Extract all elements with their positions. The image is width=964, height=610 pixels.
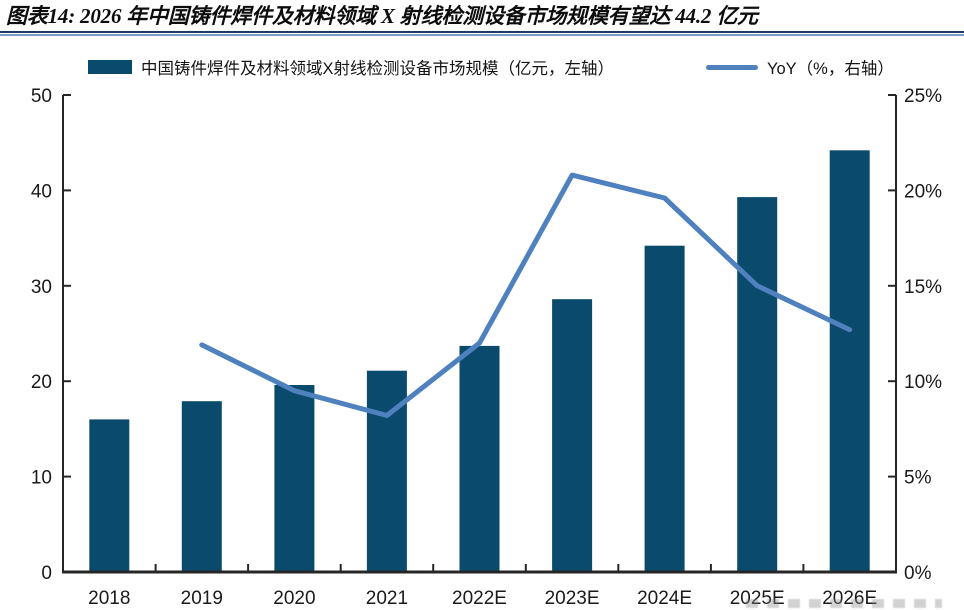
title-divider-dark-line (0, 31, 964, 33)
y-left-tick-label: 0 (41, 563, 52, 584)
x-tick-label: 2026E (822, 588, 877, 609)
x-tick-label: 2018 (88, 588, 130, 609)
y-right-tick-label: 15% (904, 277, 942, 298)
bar-2023E (552, 299, 593, 572)
y-right-tick-label: 5% (904, 468, 932, 489)
line-series-swatch (706, 64, 758, 70)
y-right-tick-label: 0% (904, 563, 932, 584)
bar-2025E (737, 197, 778, 572)
watermark-remnant (746, 599, 942, 608)
x-tick-label: 2025E (730, 588, 785, 609)
bar-2021 (366, 370, 407, 572)
legend-item-market-size: 中国铸件焊件及材料领域X射线检测设备市场规模（亿元，左轴） (88, 57, 615, 78)
y-right-tick-label: 25% (904, 86, 942, 107)
yoy-line (199, 172, 853, 418)
y-right-tick-label: 10% (904, 372, 942, 393)
legend-item-yoy: YoY（%，右轴） (706, 57, 894, 78)
figure-title: 图表14: 2026 年中国铸件焊件及材料领域 X 射线检测设备市场规模有望达 … (6, 4, 758, 28)
line-series-label: YoY（%，右轴） (767, 60, 894, 78)
bar-2020 (274, 385, 315, 572)
bar-2024E (644, 245, 685, 572)
y-left-tick-label: 40 (31, 181, 52, 202)
bar-2026E (829, 150, 870, 573)
x-tick-label: 2021 (366, 588, 408, 609)
bar-2019 (181, 401, 222, 572)
y-left-tick-label: 20 (31, 372, 52, 393)
bar-series-swatch (88, 60, 132, 74)
bar-series-label: 中国铸件焊件及材料领域X射线检测设备市场规模（亿元，左轴） (141, 60, 615, 78)
y-left-tick-label: 30 (31, 277, 52, 298)
bar-2018 (89, 419, 130, 572)
y-right-tick-label: 20% (904, 181, 942, 202)
x-tick-label: 2022E (452, 588, 507, 609)
title-divider-light-line (0, 34, 964, 36)
x-tick-label: 2019 (181, 588, 223, 609)
y-left-tick-label: 50 (31, 86, 52, 107)
x-tick-label: 2023E (545, 588, 600, 609)
bar-2022E (459, 345, 500, 572)
title-divider (0, 31, 964, 36)
x-tick-label: 2024E (637, 588, 692, 609)
y-left-tick-label: 10 (31, 468, 52, 489)
x-tick-label: 2020 (273, 588, 315, 609)
